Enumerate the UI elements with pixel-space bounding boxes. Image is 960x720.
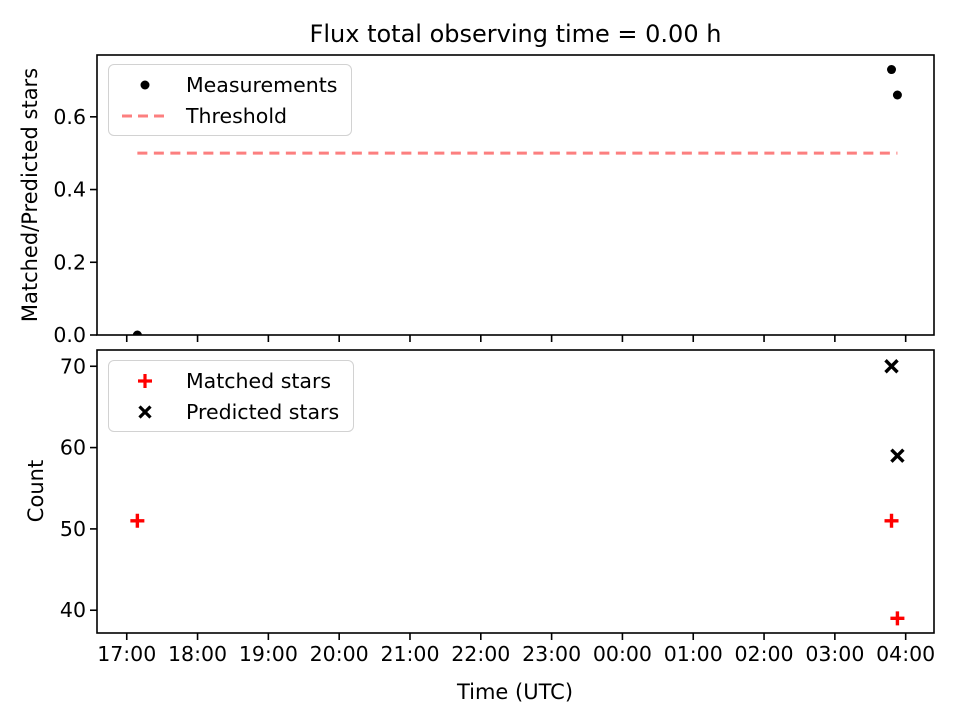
y-tick-label: 0.0 [53,323,86,347]
dashed-line-icon [117,104,173,128]
x-tick-label: 23:00 [522,642,581,666]
x-tick-label: 04:00 [876,642,935,666]
data-point [132,330,142,335]
x-tick-label: 20:00 [310,642,369,666]
y-tick-label: 40 [60,598,86,622]
legend-label: Matched stars [186,368,332,393]
data-point-x [884,359,899,374]
legend-top-plot: Measurements Threshold [108,64,353,136]
x-tick-label: 19:00 [239,642,298,666]
data-point-plus [130,513,145,528]
y-tick-label: 0.2 [53,250,86,274]
y-tick-label: 60 [60,436,86,460]
y-tick-label: 50 [60,517,86,541]
legend-item-measurements: Measurements [117,69,337,100]
x-tick-label: 01:00 [664,642,723,666]
data-point [887,65,897,75]
x-tick-label: 03:00 [805,642,864,666]
x-tick-label: 18:00 [168,642,227,666]
x-tick-label: 17:00 [97,642,156,666]
y-tick-label: 70 [60,354,86,378]
legend-bottom-plot: Matched stars Predicted stars [108,360,355,432]
legend-label: Threshold [186,103,288,128]
x-tick-label: 00:00 [593,642,652,666]
y-axis-label-bottom: Count [24,459,48,523]
axes-frame [96,54,935,336]
series-predicted-stars [884,359,905,463]
data-point-plus [890,611,905,626]
data-point [892,90,902,100]
x-marker-icon [117,400,173,424]
x-axis-label: Time (UTC) [456,680,574,704]
series-matched-stars [130,513,905,626]
legend-item-threshold: Threshold [117,100,337,131]
legend-item-predicted-stars: Predicted stars [117,396,339,427]
legend-label: Measurements [186,72,338,97]
legend-item-matched-stars: Matched stars [117,365,339,396]
x-tick-label: 22:00 [451,642,510,666]
x-tick-label: 21:00 [380,642,439,666]
data-point-x [890,448,905,463]
x-tick-label: 02:00 [735,642,794,666]
y-tick-label: 0.4 [53,178,86,202]
plus-marker-icon [117,369,173,393]
y-axis-label-top: Matched/Predicted stars [18,67,42,323]
chart-title: Flux total observing time = 0.00 h [309,20,722,48]
axes-frame [96,349,935,634]
legend-label: Predicted stars [186,399,340,424]
y-tick-label: 0.6 [53,105,86,129]
point-marker-icon [117,73,173,97]
series-measurements [132,65,902,335]
data-point-plus [884,513,899,528]
